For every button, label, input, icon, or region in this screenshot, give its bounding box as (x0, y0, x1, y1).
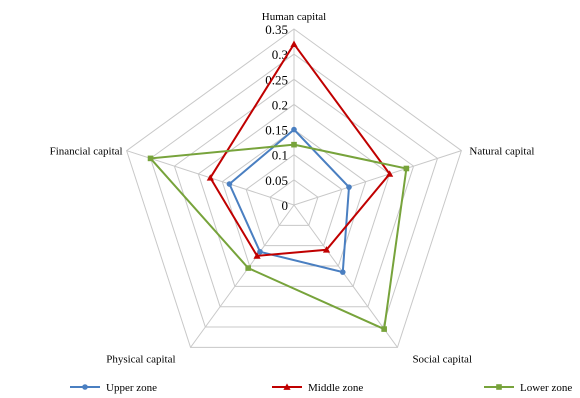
tick-label-0: 0 (282, 198, 289, 213)
legend-marker-middle-zone (283, 383, 291, 390)
legend-item-lower-zone: Lower zone (484, 382, 572, 394)
series-line-upper-zone (228, 128, 351, 274)
grid-ring-1 (269, 179, 319, 226)
series-middle-zone (206, 40, 394, 259)
spoke-2 (293, 204, 398, 348)
tick-label-4: 0.2 (272, 97, 288, 112)
point-upper-zone-4 (226, 181, 233, 187)
grid-ring-5 (173, 78, 415, 308)
series-layer (147, 40, 410, 332)
grid-ring-3 (221, 128, 367, 267)
legend-item-middle-zone: Middle zone (272, 382, 363, 394)
point-lower-zone-4 (147, 155, 154, 162)
legend-item-upper-zone: Upper zone (70, 382, 157, 394)
point-lower-zone-1 (403, 165, 410, 172)
legend-label-upper-zone: Upper zone (106, 382, 157, 394)
axis-labels: Human capital Natural capital Social capit… (50, 11, 535, 365)
axis-label-financial-capital: Financial capital (50, 146, 123, 158)
spoke-3 (190, 204, 295, 348)
tick-label-6: 0.3 (272, 47, 288, 62)
grid-ring-6 (149, 53, 439, 328)
radial-ticks: 0 0.05 0.1 0.15 0.2 0.25 0.3 0.35 (265, 22, 288, 213)
legend-label-middle-zone: Middle zone (308, 382, 363, 394)
tick-label-1: 0.05 (265, 173, 288, 188)
legend-marker-lower-zone (496, 384, 502, 390)
point-middle-zone-3 (253, 252, 261, 259)
tick-label-3: 0.15 (265, 123, 288, 138)
point-lower-zone-3 (245, 265, 251, 271)
point-upper-zone-3 (257, 248, 263, 255)
point-middle-zone-0 (290, 40, 298, 47)
point-middle-zone-2 (322, 246, 331, 253)
axis-label-social-capital: Social capital (412, 353, 472, 365)
axis-label-human-capital: Human capital (262, 11, 326, 23)
series-line-lower-zone (148, 143, 408, 331)
point-middle-zone-4 (206, 174, 214, 181)
point-upper-zone-2 (339, 269, 346, 275)
series-lower-zone (147, 141, 410, 332)
spoke-1 (293, 150, 462, 206)
point-lower-zone-2 (381, 326, 387, 332)
radar-grid (126, 28, 462, 348)
axis-label-natural-capital: Natural capital (469, 146, 534, 158)
point-middle-zone-1 (386, 170, 394, 177)
series-line-middle-zone (209, 42, 391, 257)
grid-ring-7 (126, 28, 462, 348)
legend-label-lower-zone: Lower zone (520, 382, 572, 394)
axis-label-physical-capital: Physical capital (106, 353, 175, 365)
legend: Upper zone Middle zone Lower zone (70, 382, 572, 394)
point-upper-zone-0 (291, 126, 297, 133)
point-upper-zone-1 (346, 184, 352, 190)
tick-label-2: 0.1 (272, 148, 288, 163)
grid-ring-2 (245, 154, 343, 247)
series-upper-zone (226, 126, 352, 275)
point-lower-zone-0 (291, 141, 297, 148)
legend-marker-upper-zone (82, 384, 88, 390)
tick-label-7: 0.35 (265, 22, 288, 37)
tick-label-5: 0.25 (265, 72, 288, 87)
